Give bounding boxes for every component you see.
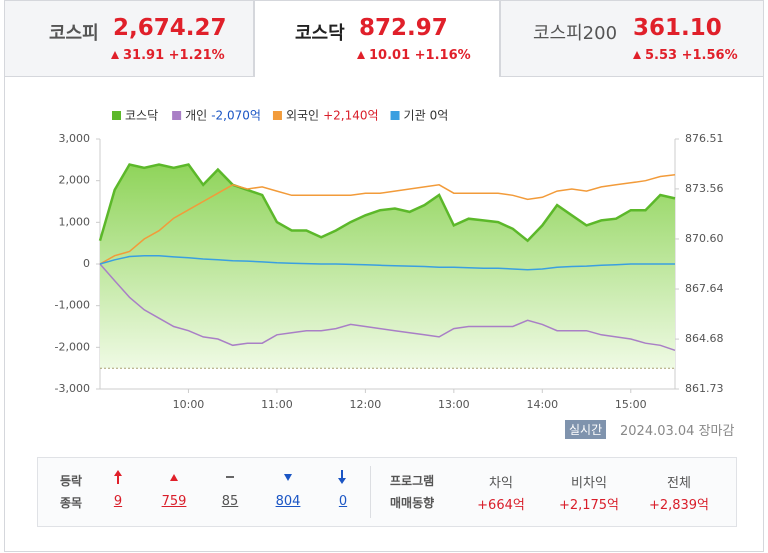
realtime-badge[interactable]: 실시간 (565, 420, 607, 439)
label: 매매동향 (390, 496, 435, 510)
change: 31.91 (123, 48, 165, 63)
legend-name: 기관 (404, 109, 426, 123)
rate: +1.56% (681, 48, 738, 63)
change: 10.01 (369, 48, 411, 63)
icon-lower (338, 470, 346, 484)
label: 등락 (60, 474, 83, 488)
state: 장마감 (698, 424, 735, 439)
legend-value: +2,140억 (323, 109, 378, 123)
tab-value: 2,674.27 (113, 15, 227, 41)
rate: +1.16% (414, 48, 471, 63)
program-value: +664억 (477, 498, 525, 513)
y-tick-label: 1,000 (59, 215, 91, 228)
y2-tick-label: 867.64 (685, 282, 724, 295)
legend-name: 외국인 (286, 109, 319, 123)
tab-name: 코스닥 (295, 23, 345, 44)
chart: -3,000 -2,000 -1,000 0 1,000 2,000 3,000 861.73… (55, 109, 724, 412)
legend-value: -2,070억 (211, 109, 261, 123)
legend-swatch (272, 111, 282, 120)
y-tick-label: 2,000 (59, 174, 91, 187)
tab-change: 5.53 +1.56% (633, 48, 738, 63)
tab-name: 코스피 (49, 23, 99, 44)
y-tick-label: -3,000 (55, 382, 90, 395)
icon-upper (114, 470, 122, 484)
y-tick-label: -1,000 (55, 299, 90, 312)
icon-down (284, 474, 292, 481)
status-date: 2024.03.04 장마감 (620, 420, 734, 439)
label: 프로그램 (390, 474, 435, 488)
y2-tick-label: 870.60 (685, 232, 724, 245)
series-line (99, 254, 675, 271)
program-value: +2,839억 (648, 498, 710, 513)
label: 종목 (60, 496, 83, 510)
breadth-table: 등락 종목 9 759 85 804 0 프로그램 매매동향 차익 +664억 … (37, 457, 737, 527)
date: 2024.03.04 (620, 424, 695, 439)
legend-name: 개인 (185, 109, 207, 123)
tab[interactable]: 코스피 2,674.27 31.91 +1.21% (4, 0, 254, 77)
x-tick-label: 11:00 (261, 398, 293, 411)
legend-name: 코스닥 (125, 109, 158, 123)
count[interactable]: 85 (221, 494, 239, 509)
tab-active[interactable]: 코스닥 872.97 10.01 +1.16% (254, 0, 500, 77)
tab[interactable]: 코스피200 361.10 5.53 +1.56% (500, 0, 764, 77)
legend-swatch (172, 111, 182, 120)
icon-flat (226, 476, 234, 478)
y-tick-label: 0 (83, 257, 90, 270)
y2-tick-label: 873.56 (685, 182, 724, 195)
series-line (99, 174, 676, 265)
breadth-icons (114, 470, 346, 484)
rate: +1.21% (168, 48, 225, 63)
y2-tick-label: 876.51 (685, 132, 724, 145)
legend-swatch (390, 111, 400, 120)
icon-up (170, 474, 178, 481)
tab-value: 872.97 (359, 15, 448, 41)
divider (370, 466, 371, 518)
x-tick-label: 14:00 (526, 398, 558, 411)
tab-value: 361.10 (633, 15, 722, 41)
program-name: 전체 (667, 476, 691, 491)
y2-tick-label: 864.68 (685, 332, 724, 345)
program-value: +2,175억 (558, 498, 620, 513)
count[interactable]: 804 (275, 494, 301, 509)
series-line (98, 163, 676, 243)
chart-box (4, 76, 764, 552)
count[interactable]: 9 (113, 494, 123, 509)
area (100, 164, 675, 369)
program-name: 비차익 (571, 476, 607, 491)
program-name: 차익 (489, 476, 513, 491)
change: 5.53 (645, 48, 678, 63)
legend-swatch (112, 111, 121, 120)
x-tick-label: 12:00 (350, 398, 382, 411)
x-tick-label: 13:00 (438, 398, 470, 411)
legend-value: 0억 (430, 109, 449, 123)
series-line (99, 263, 676, 352)
x-tick-label: 10:00 (173, 398, 205, 411)
count[interactable]: 759 (161, 494, 187, 509)
tab-change: 31.91 +1.21% (111, 48, 225, 63)
tab-change: 10.01 +1.16% (357, 48, 471, 63)
count[interactable]: 0 (338, 494, 348, 509)
x-tick-label: 15:00 (615, 398, 647, 411)
y-tick-label: 3,000 (59, 132, 91, 145)
tab-name: 코스피200 (533, 23, 618, 44)
y2-tick-label: 861.73 (685, 382, 724, 395)
y-tick-label: -2,000 (55, 340, 90, 353)
